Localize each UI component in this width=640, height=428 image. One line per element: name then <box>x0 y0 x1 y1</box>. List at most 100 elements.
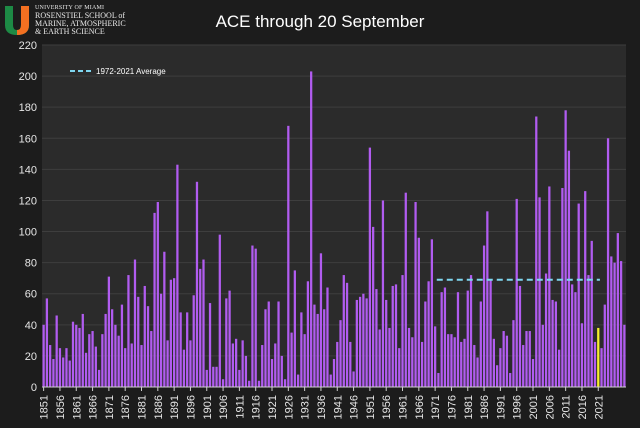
bar <box>352 371 355 387</box>
university-logo: UNIVERSITY OF MIAMI ROSENSTIEL SCHOOL of… <box>4 4 154 42</box>
x-tick-label: 1871 <box>104 395 116 419</box>
bar <box>293 270 296 387</box>
bar <box>179 312 182 387</box>
bar <box>522 345 525 387</box>
bar <box>146 306 150 387</box>
bar <box>613 262 616 387</box>
logo-line: ROSENSTIEL SCHOOL of <box>35 11 126 20</box>
bar <box>535 116 538 387</box>
bar <box>176 164 179 387</box>
x-tick-label: 1916 <box>251 395 263 419</box>
bar <box>251 245 254 387</box>
y-tick-label: 160 <box>19 133 37 145</box>
bar <box>564 110 567 388</box>
bar <box>587 275 590 387</box>
bar <box>473 345 476 387</box>
bar <box>417 237 420 387</box>
y-tick-label: 140 <box>19 164 37 176</box>
bar <box>358 296 362 387</box>
bar <box>424 301 427 387</box>
bar <box>91 331 94 387</box>
x-tick-label: 1971 <box>430 395 442 419</box>
bar <box>231 343 234 387</box>
bar <box>104 313 107 387</box>
legend: 1972-2021 Average <box>70 67 166 76</box>
bar <box>127 275 130 387</box>
bar <box>58 348 62 387</box>
bar <box>401 275 404 387</box>
bar <box>218 234 221 387</box>
bar <box>437 373 440 387</box>
bar <box>381 200 385 387</box>
bar <box>571 284 574 387</box>
bar <box>62 357 65 387</box>
logo-line: MARINE, ATMOSPHERIC <box>35 19 126 28</box>
bar <box>274 343 277 387</box>
x-tick-label: 1896 <box>185 395 197 419</box>
bar <box>225 298 228 387</box>
bar <box>241 340 244 387</box>
bar <box>584 191 587 387</box>
bar <box>460 341 463 387</box>
bar <box>49 345 52 387</box>
bar <box>600 348 603 387</box>
bar <box>525 331 528 387</box>
y-tick-label: 0 <box>31 382 37 394</box>
bar <box>303 334 306 387</box>
bar <box>528 331 531 387</box>
bar <box>71 321 75 387</box>
x-tick-label: 1851 <box>39 395 51 419</box>
bar <box>244 355 248 387</box>
bar <box>97 369 101 387</box>
bar <box>120 304 124 387</box>
bar <box>55 315 58 387</box>
bar <box>450 334 453 387</box>
bar <box>202 259 205 387</box>
bar <box>173 278 176 387</box>
bar <box>476 357 479 387</box>
x-tick-label: 1966 <box>414 395 426 419</box>
bar <box>280 355 283 387</box>
bar <box>319 253 323 387</box>
bar <box>420 341 424 387</box>
bar <box>544 273 548 387</box>
bar <box>107 276 111 387</box>
bar <box>182 349 186 387</box>
x-tick-label: 1961 <box>398 395 410 419</box>
y-tick-label: 120 <box>19 195 37 207</box>
bar <box>482 245 486 387</box>
bar <box>414 202 417 387</box>
bar <box>81 313 84 387</box>
bar <box>372 226 375 387</box>
bar <box>42 324 45 387</box>
bar <box>261 345 264 387</box>
bar <box>296 374 300 387</box>
bar <box>310 71 313 387</box>
bar <box>557 349 561 387</box>
y-tick-label: 100 <box>19 227 37 239</box>
bar <box>365 298 368 387</box>
bars <box>42 71 626 388</box>
bar <box>150 331 153 387</box>
bar <box>531 359 535 387</box>
x-tick-label: 1936 <box>316 395 328 419</box>
bar <box>375 289 378 387</box>
bar <box>78 327 81 387</box>
bar <box>603 304 606 387</box>
x-tick-label: 2011 <box>561 395 573 419</box>
bar <box>117 335 120 387</box>
bar <box>509 373 512 387</box>
bar <box>489 279 492 387</box>
bar <box>287 125 290 387</box>
bar <box>199 268 202 387</box>
bar <box>238 369 241 387</box>
bar <box>94 346 97 387</box>
chart-title: ACE through 20 September <box>215 12 425 31</box>
bar <box>111 309 114 387</box>
bar <box>143 285 146 387</box>
bar <box>195 181 199 387</box>
x-tick-label: 1946 <box>349 395 361 419</box>
bar <box>391 285 394 387</box>
bar <box>538 197 541 387</box>
